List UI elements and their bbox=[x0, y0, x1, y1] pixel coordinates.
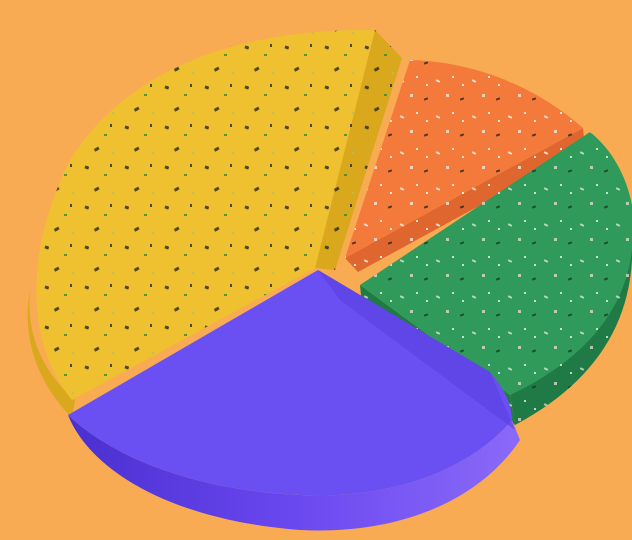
purple-slice-side bbox=[68, 415, 520, 531]
yellow-slice-side-left bbox=[27, 290, 75, 418]
purple-slice-edge bbox=[318, 270, 515, 430]
orange-slice-speckles bbox=[345, 60, 585, 272]
yellow-slice-speckles bbox=[36, 29, 402, 400]
